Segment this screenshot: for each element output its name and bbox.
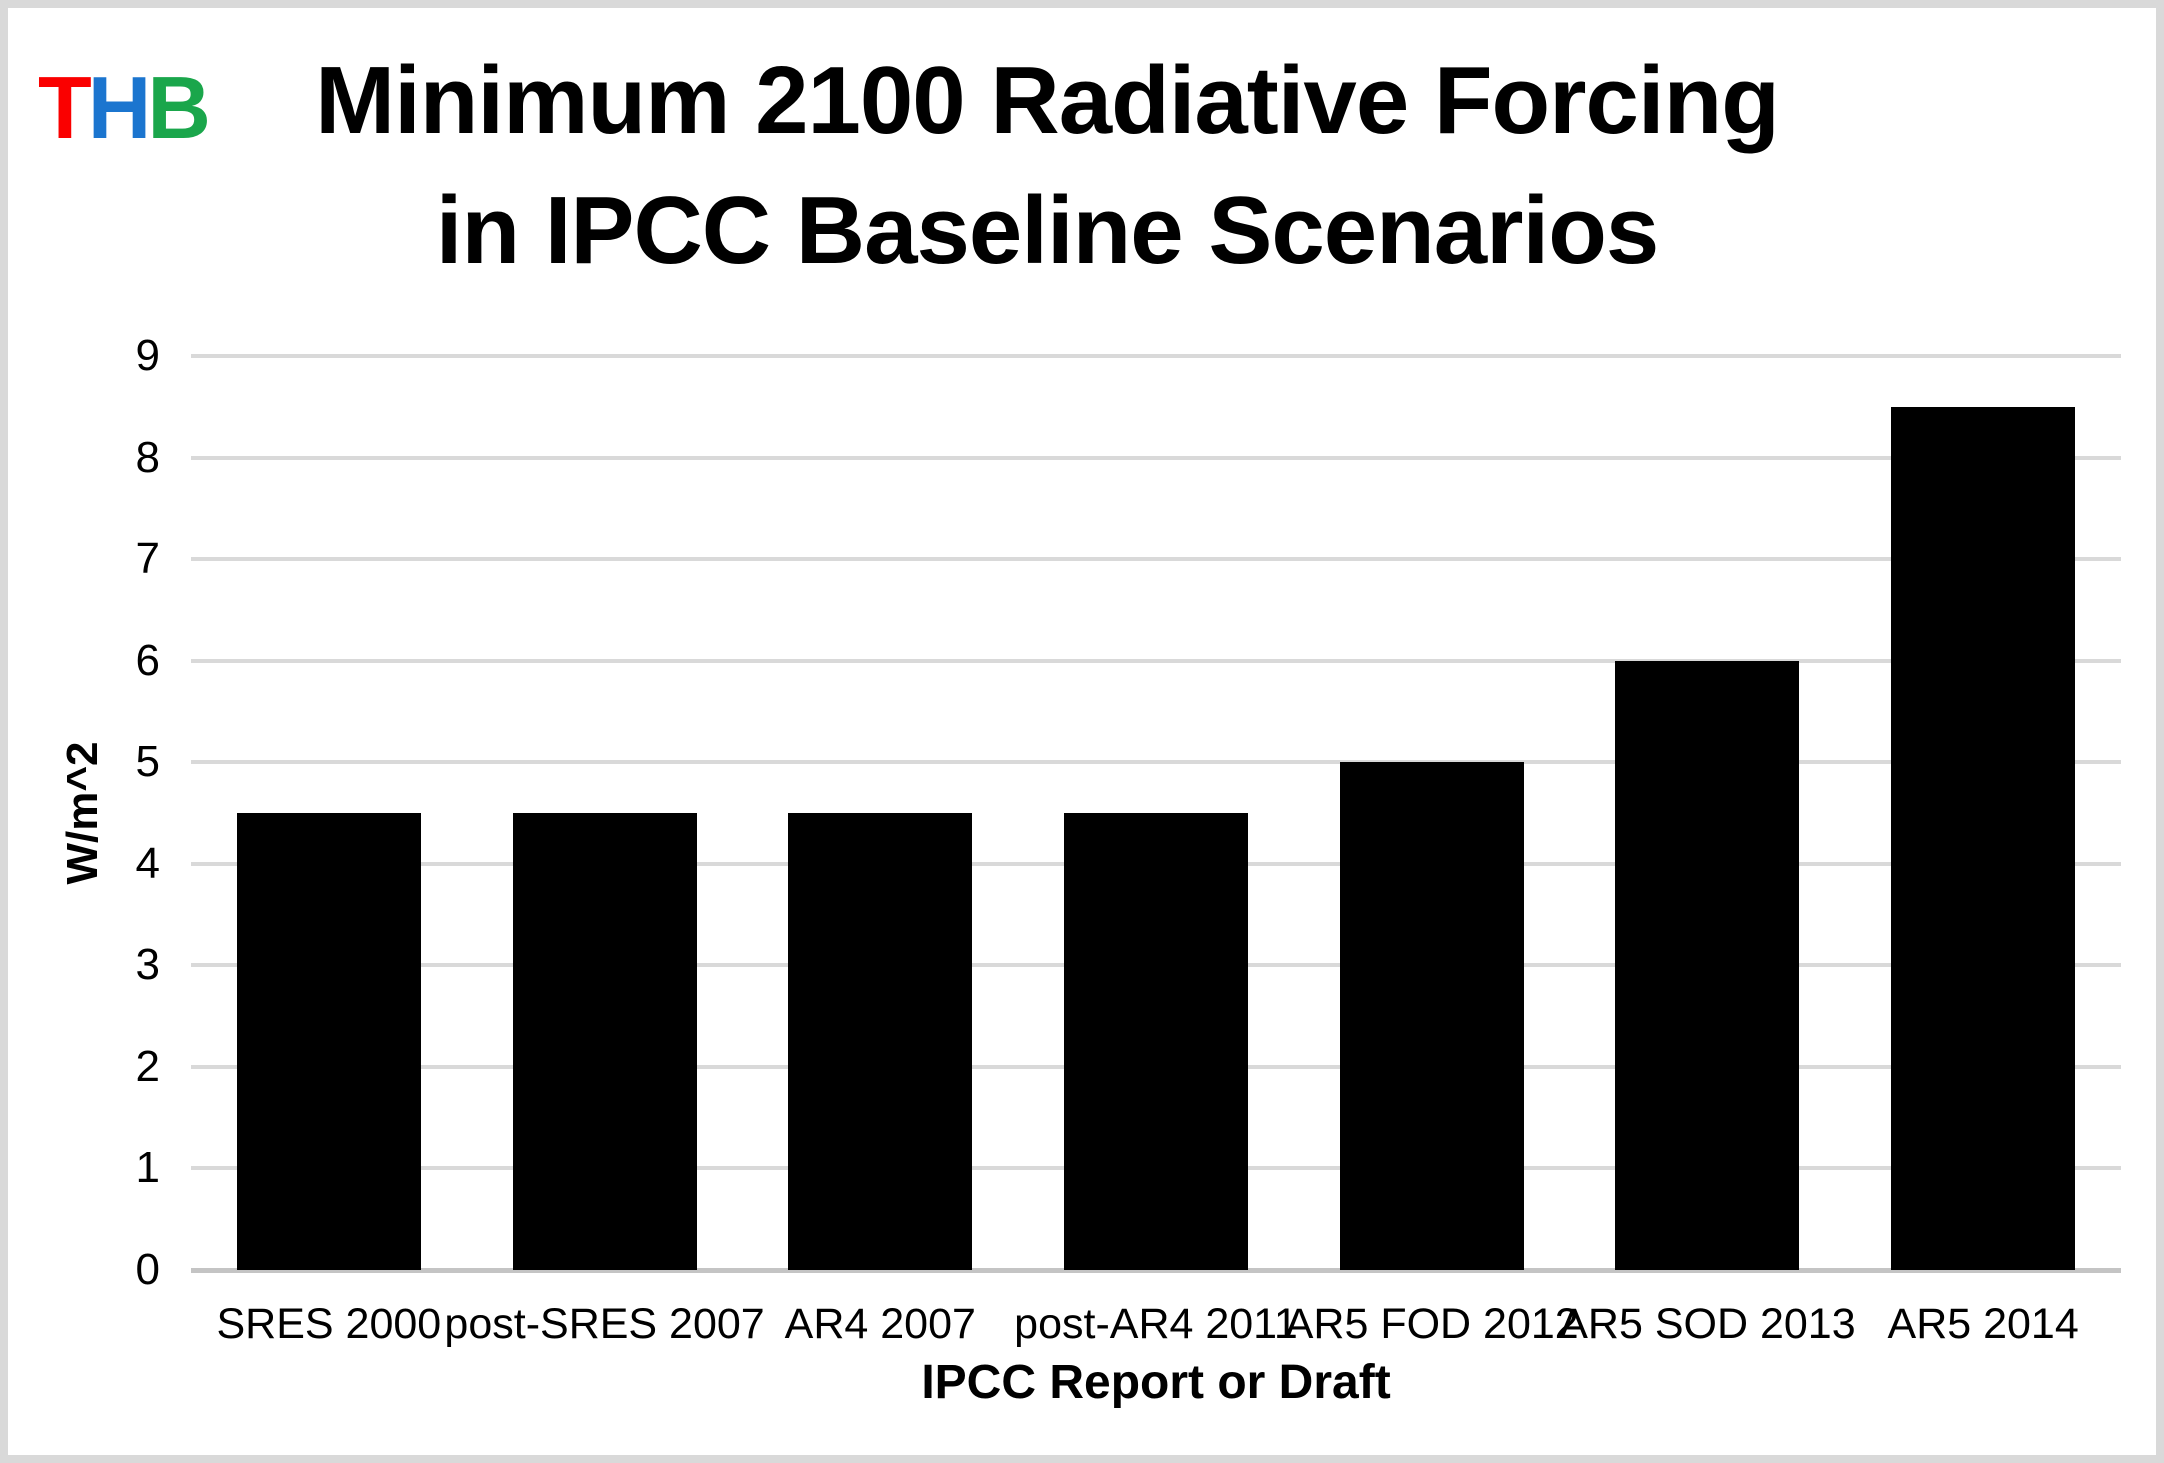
y-tick-label-2: 2 [135,1041,160,1091]
x-tick-label-ar5-2014: AR5 2014 [1887,1300,2079,1348]
y-tick-label-9: 9 [135,331,160,380]
bar-sres-2000 [236,813,421,1270]
gridline-y6 [191,658,2121,663]
y-tick-label-3: 3 [135,940,160,990]
bar-ar5-fod-2012 [1339,762,1524,1270]
x-tick-label-ar5-sod-2013: AR5 SOD 2013 [1559,1300,1856,1348]
y-tick-label-5: 5 [135,737,160,787]
bar-post-sres-2007 [512,813,697,1270]
y-tick-label-4: 4 [135,838,160,888]
x-tick-label-ar4-2007: AR4 2007 [784,1300,976,1348]
y-tick-label-7: 7 [135,534,160,584]
logo-letter-H: H [87,58,152,157]
gridline-y7 [191,557,2121,562]
y-tick-label-0: 0 [135,1245,160,1294]
bar-post-ar4-2011 [1064,813,1248,1270]
logo-letter-T: T [38,58,92,157]
chart-title-line2: in IPCC Baseline Scenarios [435,177,1659,284]
gridline-y8 [191,455,2121,460]
y-tick-label-6: 6 [135,635,160,685]
thb-logo: THB [38,64,211,152]
chart-title-line1: Minimum 2100 Radiative Forcing [315,47,1780,154]
chart-title: Minimum 2100 Radiative Forcing in IPCC B… [8,36,2086,296]
y-tick-label-8: 8 [135,432,160,482]
plot-area [191,354,2121,1273]
x-tick-label-post-sres-2007: post-SRES 2007 [444,1300,765,1348]
logo-letter-B: B [147,58,211,157]
x-tick-label-ar5-fod-2012: AR5 FOD 2012 [1284,1300,1579,1348]
y-axis-tick-labels: 0 1 2 3 4 5 6 7 8 9 [8,331,160,1294]
x-axis-tick-labels: SRES 2000 post-SRES 2007 AR4 2007 post-AR4 … [191,1296,2121,1356]
y-tick-label-1: 1 [135,1143,160,1193]
bar-ar4-2007 [788,813,973,1270]
bar-ar5-sod-2013 [1615,660,1800,1270]
x-axis-line [191,1268,2121,1273]
gridline-y9 [191,354,2121,358]
x-tick-label-sres-2000: SRES 2000 [216,1300,442,1348]
bar-ar5-2014 [1891,406,2076,1270]
gridline-y5 [191,760,2121,765]
x-axis-title: IPCC Report or Draft [921,1356,1391,1409]
x-tick-label-post-ar4-2011: post-AR4 2011 [1014,1300,1298,1348]
